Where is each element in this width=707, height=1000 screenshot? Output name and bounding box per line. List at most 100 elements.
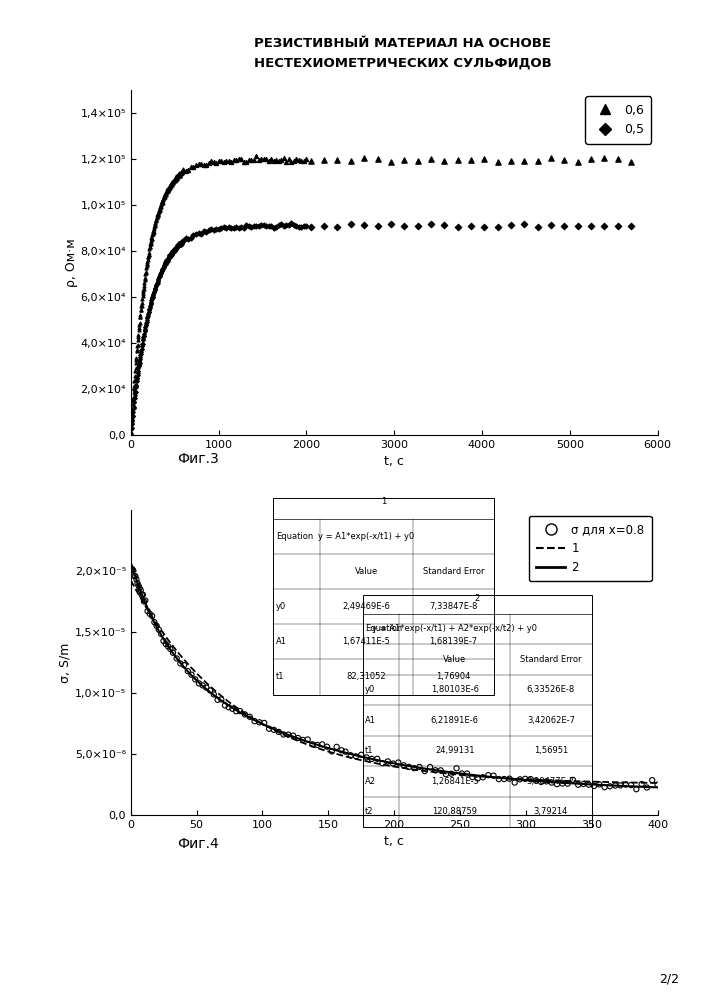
Point [148,284,160,300]
Point [158,189,170,205]
Point [392,755,404,771]
Point [340,744,351,760]
Point [128,384,139,400]
Point [178,657,189,673]
Point [190,157,201,173]
Point [140,265,151,281]
Point [545,150,556,166]
Point [151,209,163,225]
Point [382,753,393,769]
Y-axis label: ρ, Ом·м: ρ, Ом·м [64,238,78,287]
Point [145,294,156,310]
Point [286,154,297,170]
Point [283,727,294,743]
Point [278,150,289,166]
Point [351,748,362,764]
Point [412,218,423,234]
Point [164,249,175,265]
Point [133,327,144,343]
Point [387,756,399,772]
Point [361,749,373,765]
Point [332,152,343,168]
Text: Standard Error: Standard Error [520,655,582,664]
Point [541,773,552,789]
Point [143,247,154,263]
Point [472,770,484,786]
Point [129,378,140,394]
X-axis label: t, с: t, с [384,835,404,848]
Text: Фиг.4: Фиг.4 [177,837,218,851]
Point [165,247,176,263]
Point [146,231,158,247]
Point [498,771,510,787]
Point [164,180,175,196]
Point [253,218,264,234]
Point [414,759,425,775]
Point [157,261,168,277]
Text: 3,08477E-7: 3,08477E-7 [527,777,575,786]
Point [166,247,177,263]
Point [133,357,144,373]
Text: 1,26841E-5: 1,26841E-5 [431,777,479,786]
Point [129,394,140,410]
Point [168,241,180,257]
Point [159,255,170,271]
Point [131,378,142,394]
Point [152,207,163,223]
Point [137,331,148,347]
Point [134,353,145,369]
Point [176,235,187,251]
Point [178,163,189,179]
Point [146,291,158,307]
Point [156,263,168,279]
Point [163,248,175,264]
Point [167,245,178,261]
Point [208,686,219,702]
Point [139,278,150,294]
Point [164,249,175,265]
Point [152,208,163,224]
Point [170,240,181,256]
Point [626,154,637,170]
Point [158,259,170,275]
Point [175,237,186,253]
Point [148,221,160,237]
Point [139,275,150,291]
Point [286,215,297,231]
Point [143,304,154,320]
Point [273,153,284,169]
Point [134,320,145,336]
Point [138,328,149,344]
Point [160,186,171,202]
Point [208,154,219,170]
Point [148,219,160,235]
Point [146,230,157,246]
Text: НЕСТЕХИОМЕТРИЧЕСКИХ СУЛЬФИДОВ: НЕСТЕХИОМЕТРИЧЕСКИХ СУЛЬФИДОВ [254,57,552,70]
Text: 1,76904: 1,76904 [436,672,471,681]
Point [173,169,184,185]
Point [141,254,153,270]
Bar [273,498,494,695]
Point [178,233,189,249]
Point [219,697,230,713]
Point [493,771,505,787]
Point [213,221,224,237]
Point [302,731,313,747]
Point [195,156,206,172]
Point [506,217,517,233]
Point [142,603,153,619]
Text: 1,80103E-6: 1,80103E-6 [431,685,479,694]
Point [288,728,299,744]
Point [615,777,626,793]
Point [137,336,148,352]
Point [149,218,160,234]
Point [129,373,140,389]
Point [134,317,145,333]
Point [159,189,170,205]
Point [208,222,219,238]
Text: 2: 2 [474,594,480,603]
Point [172,167,183,183]
Point [155,265,166,281]
Point [127,408,139,424]
Point [150,281,161,297]
